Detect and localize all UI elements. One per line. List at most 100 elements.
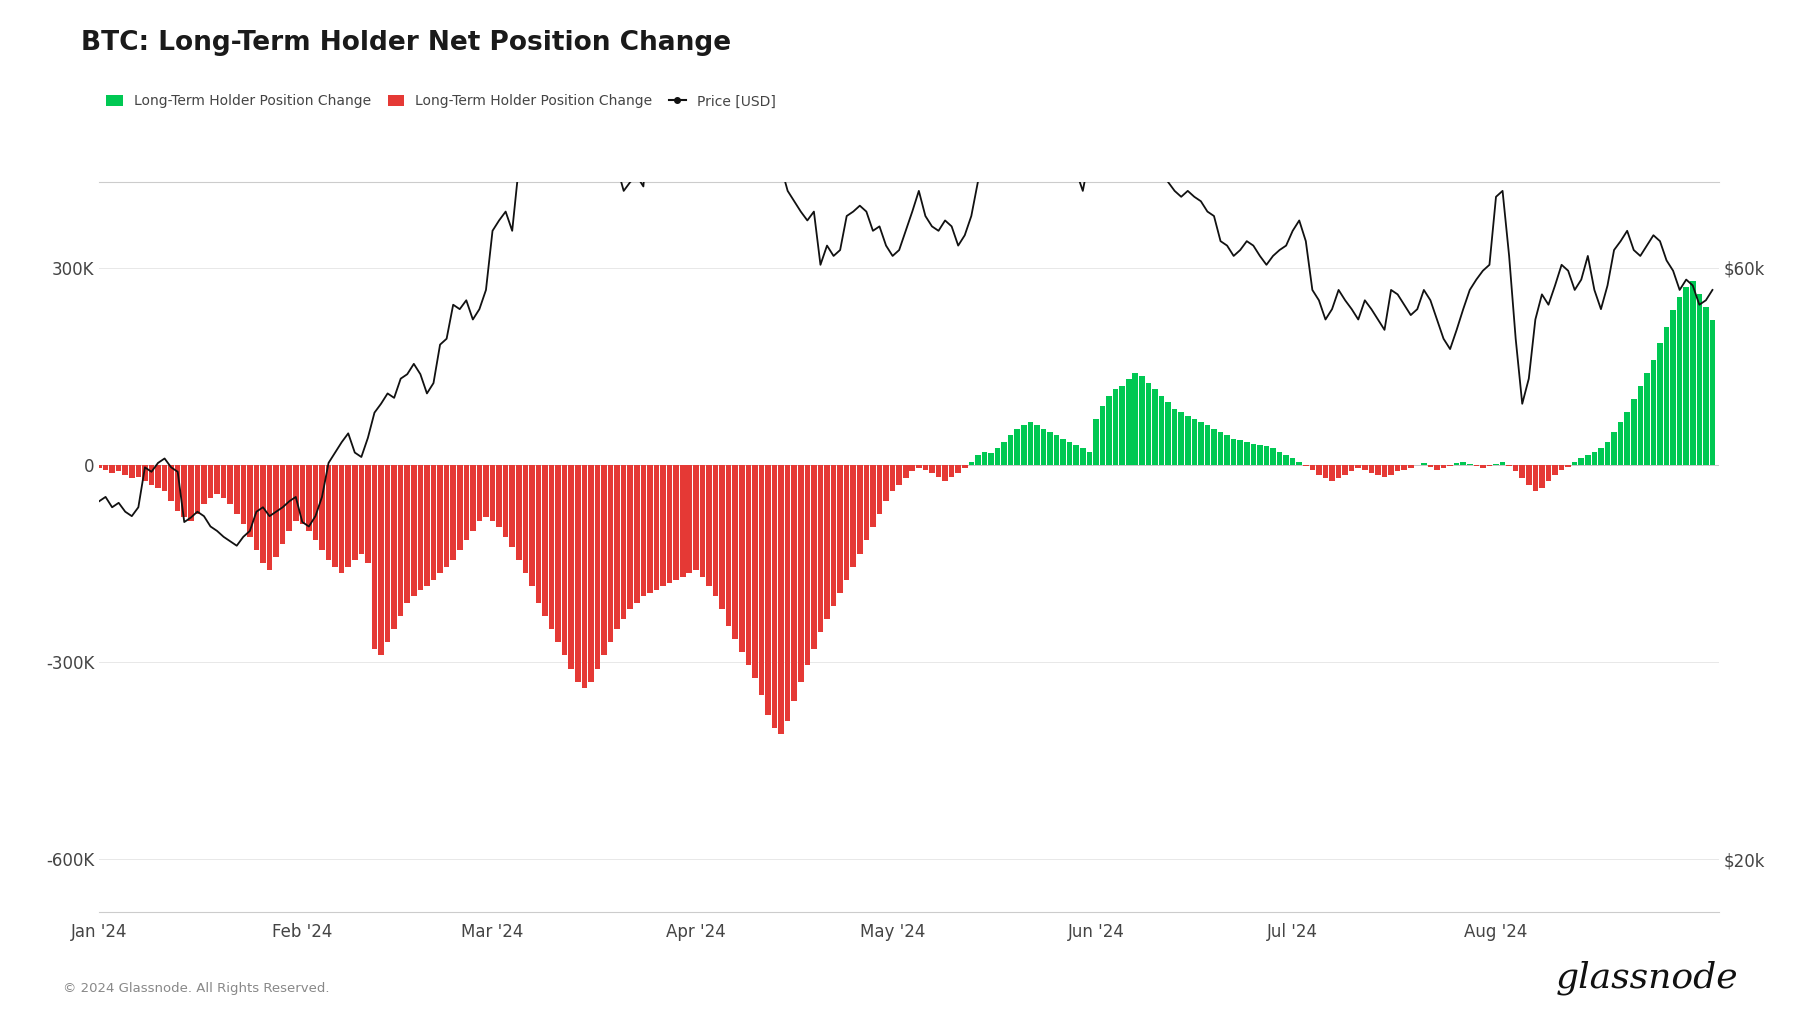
Bar xyxy=(1586,455,1591,465)
Bar xyxy=(923,465,929,470)
Bar xyxy=(706,465,711,587)
Bar xyxy=(1579,458,1584,465)
Bar xyxy=(1328,465,1336,481)
Bar xyxy=(1460,462,1465,465)
Bar xyxy=(221,465,227,497)
Bar xyxy=(686,465,691,573)
Bar xyxy=(261,465,266,563)
Bar xyxy=(517,465,522,560)
Bar xyxy=(1710,320,1715,465)
Bar xyxy=(175,465,180,511)
Bar xyxy=(1559,465,1564,470)
Bar xyxy=(1343,465,1348,475)
Bar xyxy=(929,465,934,473)
Bar xyxy=(1552,465,1557,475)
Bar xyxy=(1303,465,1309,466)
Bar xyxy=(1237,440,1244,465)
Bar xyxy=(1420,463,1427,465)
Bar xyxy=(1539,465,1544,488)
Bar xyxy=(103,465,108,470)
Bar xyxy=(1296,462,1301,465)
Bar xyxy=(1231,439,1237,465)
Bar xyxy=(353,465,358,560)
Bar xyxy=(621,465,626,619)
Bar xyxy=(418,465,423,590)
Bar xyxy=(1571,462,1577,465)
Bar xyxy=(850,465,857,566)
Bar xyxy=(1145,383,1152,465)
Bar xyxy=(1028,422,1033,465)
Bar xyxy=(202,465,207,504)
Bar xyxy=(745,465,751,666)
Bar xyxy=(968,462,974,465)
Bar xyxy=(1323,465,1328,478)
Bar xyxy=(981,452,986,465)
Bar xyxy=(817,465,823,632)
Bar xyxy=(450,465,455,560)
Bar xyxy=(936,465,941,477)
Bar xyxy=(995,449,1001,465)
Bar xyxy=(135,465,140,477)
Bar xyxy=(286,465,292,531)
Bar xyxy=(338,465,344,573)
Bar xyxy=(889,465,895,491)
Bar xyxy=(949,465,954,477)
Bar xyxy=(122,465,128,475)
Bar xyxy=(1440,465,1447,468)
Bar xyxy=(385,465,391,642)
Bar xyxy=(1244,442,1249,465)
Bar xyxy=(601,465,607,655)
Bar xyxy=(1638,386,1643,465)
Bar xyxy=(142,465,148,481)
Bar xyxy=(1670,310,1676,465)
Bar xyxy=(720,465,725,610)
Bar xyxy=(765,465,770,714)
Bar xyxy=(207,465,212,497)
Bar xyxy=(1224,436,1229,465)
Bar xyxy=(1120,386,1125,465)
Bar xyxy=(1087,452,1093,465)
Bar xyxy=(293,465,299,521)
Bar xyxy=(1211,428,1217,465)
Bar xyxy=(864,465,869,541)
Bar xyxy=(1467,464,1472,465)
Bar xyxy=(1663,327,1669,465)
Bar xyxy=(824,465,830,619)
Bar xyxy=(1624,412,1631,465)
Bar xyxy=(693,465,698,570)
Bar xyxy=(1067,442,1073,465)
Bar xyxy=(1703,307,1708,465)
Bar xyxy=(274,465,279,557)
Bar xyxy=(877,465,882,515)
Bar xyxy=(110,465,115,473)
Bar xyxy=(1532,465,1539,491)
Bar xyxy=(1526,465,1532,484)
Bar xyxy=(1611,432,1616,465)
Bar xyxy=(884,465,889,501)
Bar xyxy=(1035,425,1040,465)
Bar xyxy=(1291,458,1296,465)
Bar xyxy=(1355,465,1361,468)
Bar xyxy=(1678,298,1683,465)
Bar xyxy=(1316,465,1321,475)
Bar xyxy=(457,465,463,550)
Bar xyxy=(162,465,167,491)
Bar xyxy=(653,465,659,590)
Bar xyxy=(797,465,803,682)
Bar xyxy=(365,465,371,563)
Bar xyxy=(1494,464,1499,465)
Bar xyxy=(648,465,653,593)
Bar xyxy=(398,465,403,616)
Bar xyxy=(1165,402,1170,465)
Bar xyxy=(1598,449,1604,465)
Bar xyxy=(778,465,783,734)
Bar xyxy=(169,465,175,501)
Bar xyxy=(562,465,567,655)
Bar xyxy=(1172,409,1177,465)
Bar xyxy=(869,465,877,528)
Bar xyxy=(857,465,862,553)
Bar xyxy=(1519,465,1525,478)
Bar xyxy=(477,465,482,521)
Bar xyxy=(299,465,306,524)
Bar xyxy=(589,465,594,682)
